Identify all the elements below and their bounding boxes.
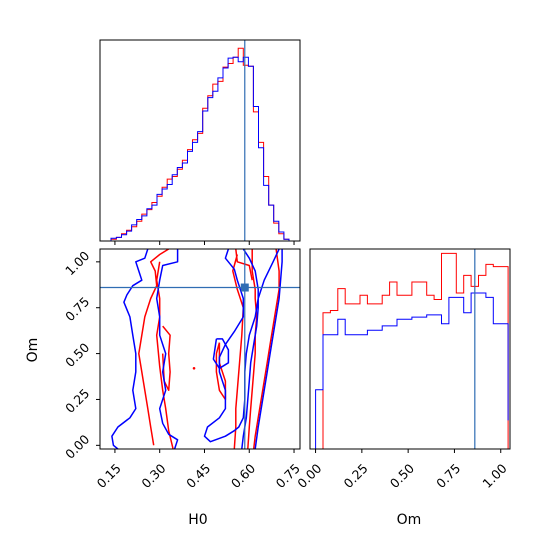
- contour-y-tick-label: 0.00: [62, 431, 92, 461]
- om-marginal-x-tick-label: 0.00: [294, 461, 324, 491]
- om-marginal-x-tick-label: 0.25: [341, 461, 371, 491]
- blue-contour-line: [111, 249, 149, 449]
- om-marginal-histogram-panel: 0.00 0.25 0.50 0.75 1.00: [294, 248, 511, 491]
- om-marginal-x-tick-label: 0.50: [387, 461, 417, 491]
- contour-x-tick-label: 0.45: [183, 461, 213, 491]
- contour-y-tick-label: 1.00: [62, 248, 92, 278]
- h0-marginal-frame: [99, 39, 301, 242]
- blue-om-histogram-line: [315, 292, 509, 449]
- red-contour-line: [252, 249, 280, 449]
- h0-marginal-histogram-panel: [99, 39, 301, 245]
- red-contour-line: [215, 342, 227, 401]
- red-h0-histogram-line: [110, 47, 290, 241]
- blue-contour-line: [203, 249, 280, 443]
- red-om-histogram-line: [315, 252, 509, 450]
- om-marginal-x-tick-label: 1.00: [479, 461, 509, 491]
- om-marginal-frame: [309, 248, 511, 450]
- contour-x-tick-label: 0.15: [94, 461, 124, 491]
- contour-y-tick-label: 0.25: [62, 386, 92, 416]
- blue-contour-line: [241, 249, 259, 449]
- contour-frame: [99, 248, 301, 450]
- blue-contour-line: [212, 338, 230, 370]
- contour-y-tick-label: 0.75: [62, 294, 92, 324]
- blue-contour-line: [254, 249, 283, 449]
- blue-contour-line: [155, 249, 179, 449]
- y-axis-label-om: Om: [25, 338, 41, 363]
- blue-h0-histogram-line: [110, 56, 290, 241]
- truth-point-marker: [240, 283, 249, 292]
- contour-lines-group: [111, 249, 283, 449]
- red-contour-line: [232, 254, 245, 449]
- contour-y-tick-label: 0.50: [62, 340, 92, 370]
- contour-x-tick-label: 0.30: [138, 461, 168, 491]
- x-axis-label-h0: H0: [188, 512, 207, 528]
- contour-x-tick-label: 0.60: [228, 461, 258, 491]
- h0-om-contour-panel: 0.15 0.30 0.45 0.60 0.750.000.250.500.751.00: [62, 248, 303, 491]
- x-axis-label-om: Om: [397, 512, 422, 528]
- om-marginal-x-tick-label: 0.75: [433, 461, 463, 491]
- red-contour-line: [235, 249, 253, 281]
- red-contour-line: [138, 249, 170, 446]
- red-contour-dot: [192, 366, 196, 370]
